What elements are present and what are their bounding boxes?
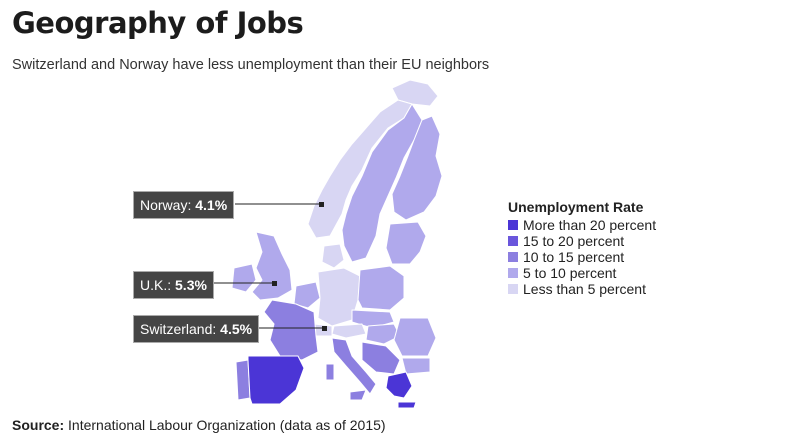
region-ireland [231,263,257,293]
legend-swatch [508,252,518,262]
switzerland-callout-name: Switzerland: [140,321,217,337]
source-text: International Labour Organization (data … [68,417,386,433]
legend-swatch [508,236,518,246]
norway-marker [319,202,324,207]
region-bulgaria [401,357,431,375]
region-norway [307,99,413,239]
legend-item: 10 to 15 percent [508,249,656,265]
legend-swatch [508,220,518,230]
region-balkans [361,341,401,375]
legend-item: More than 20 percent [508,217,656,233]
legend-title: Unemployment Rate [508,199,644,215]
uk-callout: U.K.: 5.3% [133,271,214,299]
region-sicily [349,389,367,401]
region-spain [247,355,305,405]
source-note: Source: International Labour Organizatio… [12,417,386,433]
legend-item: 5 to 10 percent [508,265,656,281]
region-sweden [341,103,423,263]
uk-callout-value: 5.3% [175,277,207,293]
region-romania [393,317,437,357]
legend-label: 10 to 15 percent [523,249,625,265]
legend-label: 15 to 20 percent [523,233,625,249]
norway-callout-value: 4.1% [195,197,228,213]
norway-callout: Norway: 4.1% [133,191,235,219]
region-france [263,299,319,361]
region-crete [397,401,417,409]
legend-label: 5 to 10 percent [523,265,617,281]
region-baltics [385,221,427,265]
region-uk [251,231,293,301]
legend-item: 15 to 20 percent [508,233,656,249]
legend-label: Less than 5 percent [523,281,646,297]
switzerland-callout: Switzerland: 4.5% [133,315,260,343]
region-austria [331,323,367,339]
chart-subtitle: Switzerland and Norway have less unemplo… [12,57,490,73]
region-denmark [321,243,345,269]
legend-swatch [508,284,518,294]
legend-item: Less than 5 percent [508,281,656,297]
switzerland-callout-value: 4.5% [220,321,253,337]
chart-title: Geography of Jobs [12,6,304,40]
region-greece [385,371,413,399]
legend: Unemployment Rate More than 20 percent 1… [508,199,656,297]
uk-marker [272,281,277,286]
region-sardinia [325,363,335,381]
norway-callout-name: Norway: [140,197,192,213]
legend-swatch [508,268,518,278]
source-label: Source: [12,417,65,433]
region-hungary [365,323,401,345]
region-poland [357,265,405,311]
uk-callout-name: U.K.: [140,277,172,293]
switzerland-marker [322,326,327,331]
legend-label: More than 20 percent [523,217,657,233]
region-finland [391,115,443,221]
region-benelux [293,281,321,309]
region-italy [331,337,377,395]
